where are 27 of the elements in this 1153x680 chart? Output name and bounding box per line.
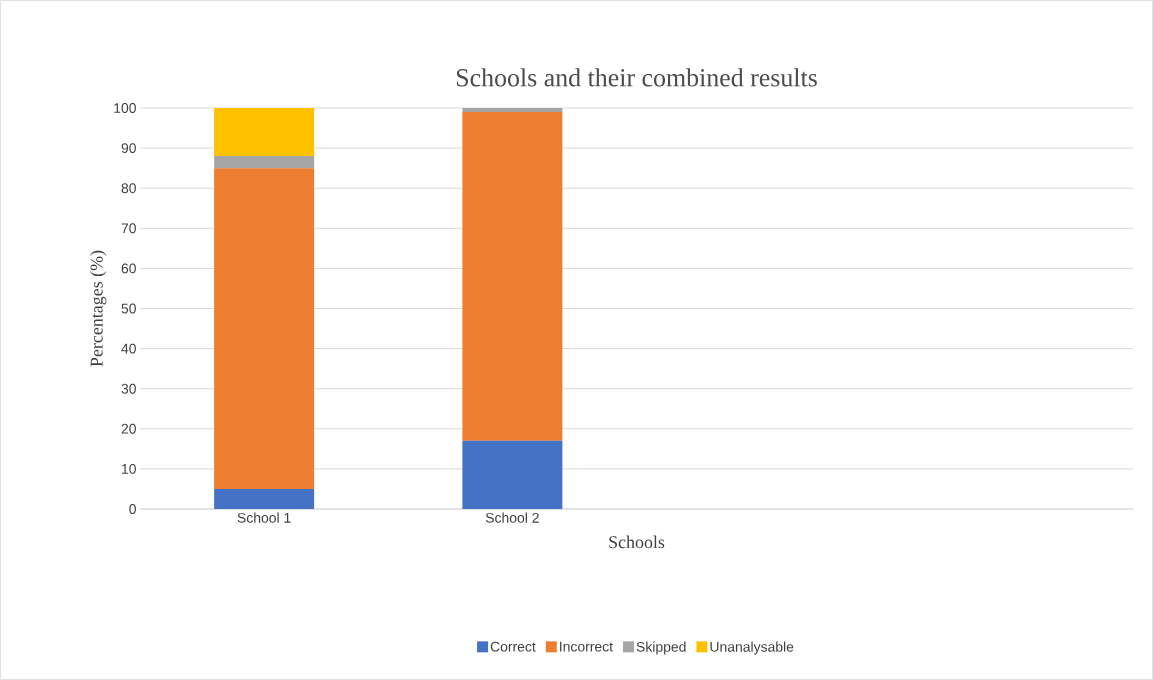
y-tick-label: 70	[121, 223, 136, 234]
x-tick-label: School 2	[485, 512, 539, 523]
legend-label: Skipped	[636, 641, 686, 655]
y-tick-label: 50	[121, 303, 136, 314]
x-axis-title: Schools	[609, 535, 665, 549]
bar	[462, 440, 563, 509]
bar	[214, 488, 315, 509]
bar	[214, 156, 315, 169]
y-tick-label: 100	[114, 103, 136, 113]
y-tick-label: 80	[121, 183, 136, 194]
legend-label: Incorrect	[560, 641, 613, 652]
bar	[214, 168, 315, 489]
chart-title: Schools and their combined results	[456, 68, 817, 87]
x-tick-label: School 1	[237, 512, 291, 523]
y-tick-label: 0	[129, 504, 136, 514]
y-tick-label: 60	[121, 263, 136, 274]
bar	[214, 108, 315, 157]
legend-label: Unanalysable	[710, 641, 794, 655]
bar	[462, 112, 563, 441]
bar	[462, 108, 563, 113]
y-tick-label: 30	[121, 383, 136, 394]
y-tick-label: 20	[121, 423, 136, 434]
y-tick-label: 10	[122, 463, 136, 474]
legend-label: Correct	[490, 641, 536, 652]
y-tick-label: 90	[121, 143, 136, 154]
y-axis-title: Percentages (%)	[90, 250, 107, 367]
y-tick-label: 40	[121, 343, 136, 354]
